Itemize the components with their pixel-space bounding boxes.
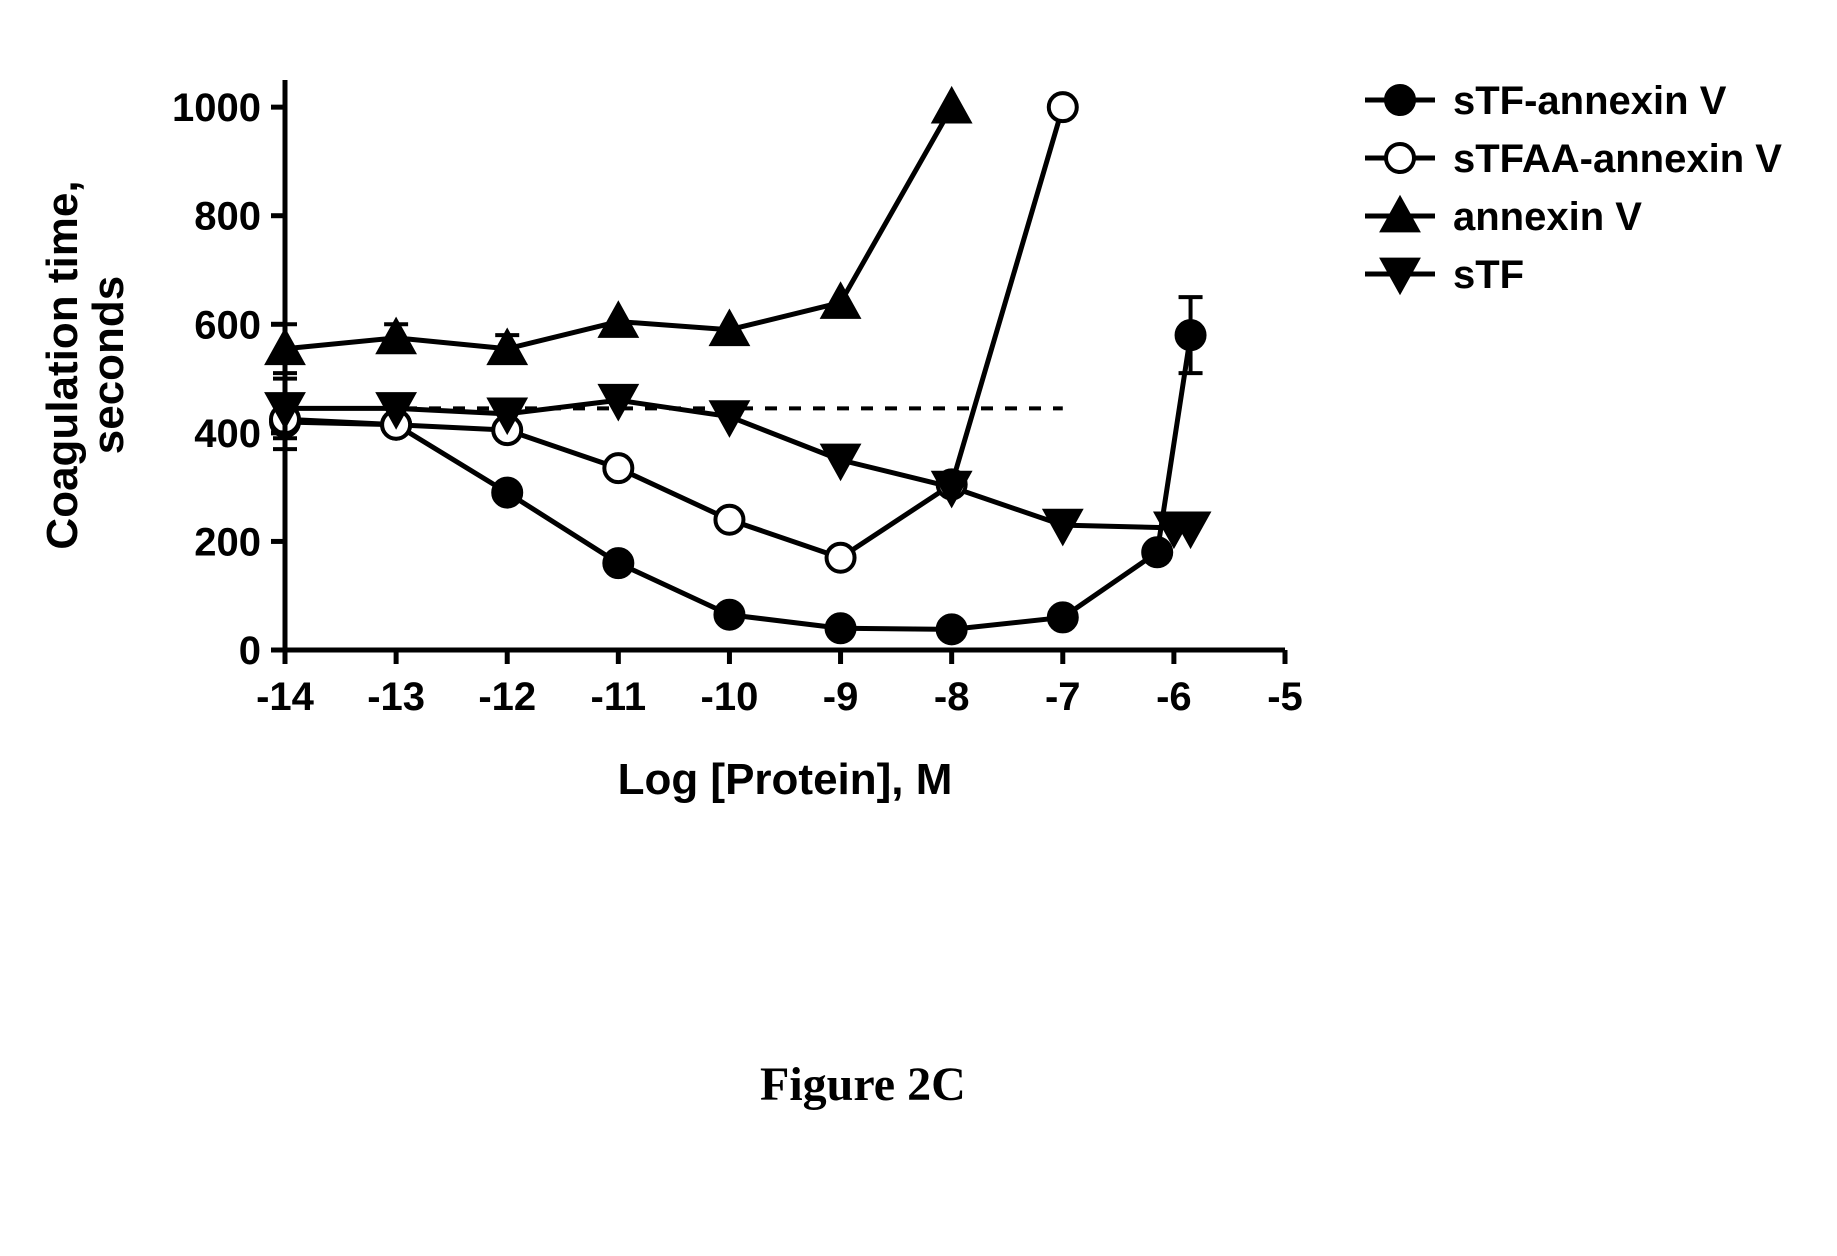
legend-item-label: sTFAA-annexin V [1453, 137, 1782, 181]
x-tick-label: -8 [934, 675, 970, 719]
x-tick-label: -11 [591, 675, 647, 719]
figure-caption: Figure 2C [760, 1058, 966, 1111]
x-tick-label: -10 [701, 675, 759, 719]
x-tick-label: -6 [1156, 675, 1192, 719]
x-axis-title: Log [Protein], M [618, 755, 953, 804]
y-tick-label: 0 [239, 629, 261, 673]
legend-item-label: annexin V [1453, 195, 1642, 239]
x-tick-label: -14 [256, 675, 315, 719]
chart-svg: -14 -13 -12 -11 -10 -9 -8 -7 -6 -5 0 200 400 600 800 10… [0, 0, 1837, 1256]
y-tick-label: 600 [194, 303, 261, 347]
x-tick-label: -9 [823, 675, 859, 719]
legend-item-label: sTF [1453, 253, 1524, 297]
x-tick-label: -5 [1267, 675, 1303, 719]
y-tick-label: 400 [194, 412, 261, 456]
x-tick-label: -13 [367, 675, 425, 719]
y-axis-title: Coagulation time,seconds [38, 180, 133, 549]
y-tick-label: 200 [194, 520, 261, 564]
y-tick-label: 1000 [172, 86, 261, 130]
y-tick-label: 800 [194, 195, 261, 239]
x-tick-label: -7 [1045, 675, 1081, 719]
legend-item-label: sTF-annexin V [1453, 79, 1727, 123]
x-tick-label: -12 [478, 675, 536, 719]
chart-stage: -14 -13 -12 -11 -10 -9 -8 -7 -6 -5 0 200 400 600 800 10… [0, 0, 1837, 1256]
